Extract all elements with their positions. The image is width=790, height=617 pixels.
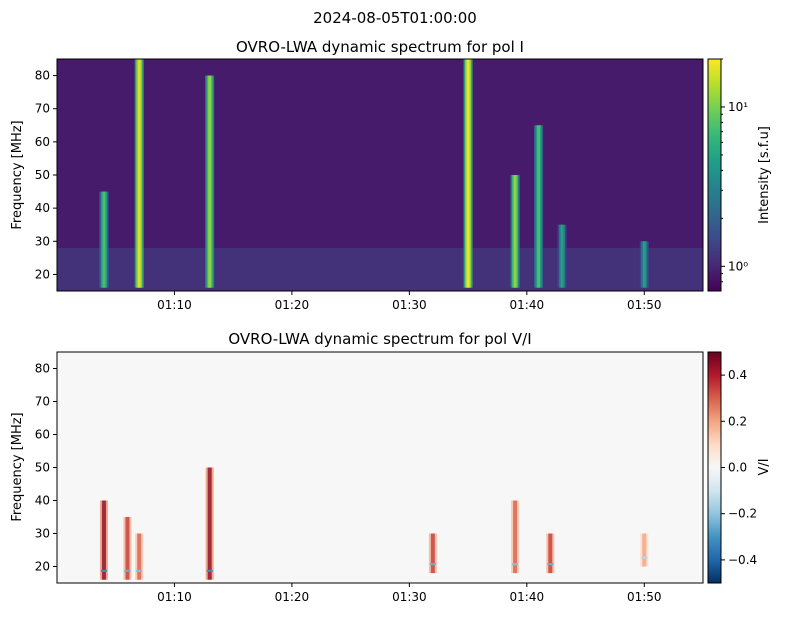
pol-i-panel: OVRO-LWA dynamic spectrum for pol I 01:1… bbox=[10, 38, 772, 312]
burst-0 bbox=[99, 191, 109, 288]
burst-1 bbox=[134, 59, 144, 288]
burst-0 bbox=[99, 500, 108, 580]
burst-6-layer-1 bbox=[548, 533, 553, 574]
burst-0-neg bbox=[100, 569, 107, 572]
burst-0-layer-2 bbox=[102, 191, 106, 288]
burst-2-neg bbox=[136, 569, 143, 572]
burst-4-neg bbox=[429, 563, 436, 566]
burst-6-layer-2 bbox=[560, 224, 564, 288]
colorbar-tick-label: −0.2 bbox=[728, 507, 757, 521]
y-tick-label: 70 bbox=[35, 395, 50, 409]
pol-i-colorbar bbox=[707, 58, 722, 292]
burst-6 bbox=[546, 533, 555, 574]
x-tick-label: 01:10 bbox=[157, 298, 192, 312]
y-tick-label: 30 bbox=[35, 527, 50, 541]
y-tick-label: 30 bbox=[35, 234, 50, 248]
burst-7-layer-1 bbox=[642, 533, 647, 567]
colorbar-tick-label: 10¹ bbox=[728, 100, 748, 114]
y-tick-label: 60 bbox=[35, 428, 50, 442]
y-tick-label: 60 bbox=[35, 135, 50, 149]
pol-vi-colorbar-label: V/I bbox=[757, 458, 772, 475]
y-tick-label: 40 bbox=[35, 494, 50, 508]
burst-4-layer-1 bbox=[430, 533, 435, 574]
pol-vi-colorbar-ticks: −0.4 −0.2 0.0 0.2 0.4 bbox=[721, 368, 757, 567]
y-tick-label: 50 bbox=[35, 461, 50, 475]
x-tick-label: 01:20 bbox=[275, 590, 310, 604]
figure-suptitle: 2024-08-05T01:00:00 bbox=[313, 9, 477, 27]
x-tick-label: 01:40 bbox=[510, 298, 545, 312]
burst-2 bbox=[205, 75, 215, 288]
heatmap-background bbox=[57, 352, 703, 583]
pol-i-y-ticks: 20 30 40 50 60 70 80 bbox=[35, 69, 57, 281]
x-tick-label: 01:30 bbox=[392, 590, 427, 604]
pol-vi-ylabel: Frequency [MHz] bbox=[10, 412, 25, 521]
burst-0-layer-1 bbox=[101, 500, 106, 580]
burst-3-neg bbox=[206, 569, 213, 572]
burst-2 bbox=[135, 533, 144, 580]
x-tick-label: 01:10 bbox=[157, 590, 192, 604]
burst-7-neg bbox=[641, 556, 648, 559]
x-tick-label: 01:50 bbox=[627, 590, 662, 604]
pol-i-colorbar-label: Intensity [s.f.u] bbox=[757, 126, 772, 224]
y-tick-label: 20 bbox=[35, 267, 50, 281]
burst-5-layer-2 bbox=[537, 125, 541, 288]
pol-vi-heatmap bbox=[57, 352, 703, 583]
pol-vi-title: OVRO-LWA dynamic spectrum for pol V/I bbox=[228, 330, 531, 348]
colorbar-tick-label: −0.4 bbox=[728, 553, 757, 567]
pol-i-x-ticks: 01:10 01:20 01:30 01:40 01:50 bbox=[157, 291, 662, 312]
burst-6 bbox=[557, 224, 567, 288]
burst-2-layer-2 bbox=[208, 75, 212, 288]
burst-7-layer-2 bbox=[642, 241, 646, 288]
colorbar-tick-label: 0.2 bbox=[728, 414, 747, 428]
colorbar-tick-label: 0.4 bbox=[728, 368, 747, 382]
burst-5-neg bbox=[512, 563, 519, 566]
y-tick-label: 40 bbox=[35, 201, 50, 215]
burst-2-layer-1 bbox=[137, 533, 142, 580]
x-tick-label: 01:40 bbox=[510, 590, 545, 604]
pol-vi-x-ticks: 01:10 01:20 01:30 01:40 01:50 bbox=[157, 583, 662, 604]
burst-3 bbox=[463, 59, 473, 288]
burst-1-layer-2 bbox=[137, 59, 141, 288]
y-tick-label: 20 bbox=[35, 560, 50, 574]
burst-4-layer-2 bbox=[513, 175, 517, 288]
y-tick-label: 80 bbox=[35, 69, 50, 83]
burst-5-layer-1 bbox=[513, 500, 518, 574]
pol-i-heatmap bbox=[57, 59, 703, 291]
colorbar-tick-label: 0.0 bbox=[728, 461, 747, 475]
y-tick-label: 80 bbox=[35, 362, 50, 376]
burst-1-layer-1 bbox=[125, 517, 130, 580]
burst-1-neg bbox=[124, 569, 131, 572]
pol-i-colorbar-ticks: 10⁰ 10¹ bbox=[721, 58, 748, 283]
burst-3-layer-2 bbox=[466, 59, 470, 288]
pol-vi-colorbar bbox=[707, 351, 722, 584]
burst-7 bbox=[639, 241, 649, 288]
pol-vi-panel: OVRO-LWA dynamic spectrum for pol V/I 01… bbox=[10, 330, 772, 604]
pol-i-ylabel: Frequency [MHz] bbox=[10, 120, 25, 229]
pol-vi-y-ticks: 20 30 40 50 60 70 80 bbox=[35, 362, 57, 574]
y-tick-label: 50 bbox=[35, 168, 50, 182]
burst-3-layer-1 bbox=[207, 467, 212, 580]
burst-5 bbox=[534, 125, 544, 288]
burst-6-neg bbox=[547, 563, 554, 566]
pol-i-title: OVRO-LWA dynamic spectrum for pol I bbox=[236, 38, 524, 56]
burst-4 bbox=[510, 175, 520, 288]
burst-7 bbox=[640, 533, 649, 567]
colorbar-tick-label: 10⁰ bbox=[728, 259, 748, 273]
x-tick-label: 01:20 bbox=[275, 298, 310, 312]
burst-3 bbox=[205, 467, 214, 580]
burst-4 bbox=[428, 533, 437, 574]
heatmap-low-band bbox=[57, 247, 703, 291]
x-tick-label: 01:30 bbox=[392, 298, 427, 312]
x-tick-label: 01:50 bbox=[627, 298, 662, 312]
burst-1 bbox=[123, 517, 132, 580]
y-tick-label: 70 bbox=[35, 102, 50, 116]
burst-5 bbox=[511, 500, 520, 574]
